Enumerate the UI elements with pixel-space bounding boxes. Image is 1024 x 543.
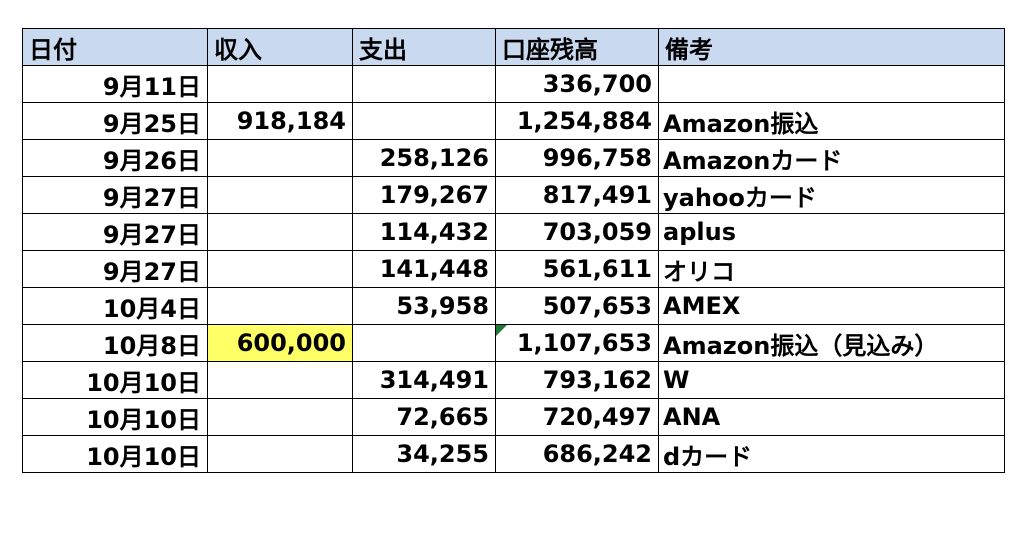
date-cell[interactable]: 10月10日: [22, 398, 208, 436]
expense-cell[interactable]: 179,267: [352, 176, 496, 214]
table-row: 9月27日 141,448 561,611 オリコ: [22, 250, 1005, 288]
income-cell[interactable]: [207, 213, 353, 251]
date-cell[interactable]: 9月27日: [22, 176, 208, 214]
expense-cell[interactable]: 53,958: [352, 287, 496, 325]
balance-cell[interactable]: 703,059: [495, 213, 659, 251]
expense-cell[interactable]: 141,448: [352, 250, 496, 288]
note-cell[interactable]: [658, 65, 1005, 103]
income-cell[interactable]: [207, 176, 353, 214]
note-cell[interactable]: Amazon振込: [658, 102, 1005, 140]
note-cell[interactable]: dカード: [658, 435, 1005, 473]
date-cell[interactable]: 10月10日: [22, 361, 208, 399]
balance-cell[interactable]: 686,242: [495, 435, 659, 473]
balance-cell[interactable]: 720,497: [495, 398, 659, 436]
balance-cell[interactable]: 336,700: [495, 65, 659, 103]
balance-cell[interactable]: 507,653: [495, 287, 659, 325]
date-cell[interactable]: 10月4日: [22, 287, 208, 325]
note-cell[interactable]: AMEX: [658, 287, 1005, 325]
balance-cell[interactable]: 817,491: [495, 176, 659, 214]
balance-cell[interactable]: 996,758: [495, 139, 659, 177]
expense-cell[interactable]: 72,665: [352, 398, 496, 436]
table-row: 10月10日 34,255 686,242 dカード: [22, 435, 1005, 473]
header-balance[interactable]: 口座残高: [495, 28, 659, 66]
table-row: 10月4日 53,958 507,653 AMEX: [22, 287, 1005, 325]
header-note[interactable]: 備考: [658, 28, 1005, 66]
spreadsheet-table: 日付 収入 支出 口座残高 備考 9月11日 336,700 9月25日 918,18…: [22, 28, 1005, 473]
income-cell[interactable]: [207, 65, 353, 103]
expense-cell[interactable]: 114,432: [352, 213, 496, 251]
note-cell[interactable]: Amazonカード: [658, 139, 1005, 177]
header-date[interactable]: 日付: [22, 28, 208, 66]
income-cell[interactable]: [207, 287, 353, 325]
date-cell[interactable]: 9月27日: [22, 213, 208, 251]
income-cell[interactable]: [207, 139, 353, 177]
table-row: 9月27日 179,267 817,491 yahooカード: [22, 176, 1005, 214]
income-cell[interactable]: [207, 435, 353, 473]
note-cell[interactable]: yahooカード: [658, 176, 1005, 214]
table-row: 10月10日 314,491 793,162 W: [22, 361, 1005, 399]
date-cell[interactable]: 9月27日: [22, 250, 208, 288]
table-row: 9月11日 336,700: [22, 65, 1005, 103]
date-cell[interactable]: 9月26日: [22, 139, 208, 177]
balance-cell[interactable]: 561,611: [495, 250, 659, 288]
date-cell[interactable]: 10月10日: [22, 435, 208, 473]
table-row: 9月27日 114,432 703,059 aplus: [22, 213, 1005, 251]
table-row: 10月8日 600,000 1,107,653 Amazon振込（見込み）: [22, 324, 1005, 362]
expense-cell[interactable]: [352, 65, 496, 103]
income-cell[interactable]: 918,184: [207, 102, 353, 140]
balance-cell[interactable]: 1,107,653: [495, 324, 659, 362]
date-cell[interactable]: 10月8日: [22, 324, 208, 362]
table-row: 9月26日 258,126 996,758 Amazonカード: [22, 139, 1005, 177]
header-row: 日付 収入 支出 口座残高 備考: [22, 28, 1005, 66]
date-cell[interactable]: 9月25日: [22, 102, 208, 140]
balance-cell[interactable]: 1,254,884: [495, 102, 659, 140]
expense-cell[interactable]: 258,126: [352, 139, 496, 177]
income-cell[interactable]: [207, 250, 353, 288]
note-cell[interactable]: ANA: [658, 398, 1005, 436]
header-income[interactable]: 収入: [207, 28, 353, 66]
table-row: 10月10日 72,665 720,497 ANA: [22, 398, 1005, 436]
note-cell[interactable]: W: [658, 361, 1005, 399]
date-cell[interactable]: 9月11日: [22, 65, 208, 103]
table-row: 9月25日 918,184 1,254,884 Amazon振込: [22, 102, 1005, 140]
income-cell[interactable]: 600,000: [207, 324, 353, 362]
note-cell[interactable]: Amazon振込（見込み）: [658, 324, 1005, 362]
income-cell[interactable]: [207, 398, 353, 436]
expense-cell[interactable]: [352, 102, 496, 140]
note-cell[interactable]: オリコ: [658, 250, 1005, 288]
expense-cell[interactable]: 34,255: [352, 435, 496, 473]
income-cell[interactable]: [207, 361, 353, 399]
note-cell[interactable]: aplus: [658, 213, 1005, 251]
expense-cell[interactable]: 314,491: [352, 361, 496, 399]
header-expense[interactable]: 支出: [352, 28, 496, 66]
expense-cell[interactable]: [352, 324, 496, 362]
balance-cell[interactable]: 793,162: [495, 361, 659, 399]
